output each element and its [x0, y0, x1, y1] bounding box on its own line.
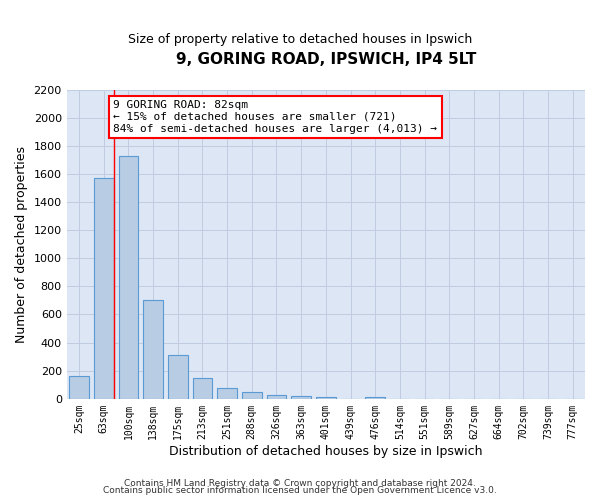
Bar	[143, 300, 163, 399]
Bar	[69, 376, 89, 399]
Bar	[217, 388, 237, 399]
Bar	[365, 396, 385, 399]
X-axis label: Distribution of detached houses by size in Ipswich: Distribution of detached houses by size …	[169, 444, 482, 458]
Bar	[316, 396, 336, 399]
Text: Contains HM Land Registry data © Crown copyright and database right 2024.: Contains HM Land Registry data © Crown c…	[124, 478, 476, 488]
Y-axis label: Number of detached properties: Number of detached properties	[15, 146, 28, 342]
Bar	[119, 156, 138, 399]
Bar	[168, 355, 188, 399]
Bar	[266, 396, 286, 399]
Bar	[193, 378, 212, 399]
Bar	[242, 392, 262, 399]
Title: 9, GORING ROAD, IPSWICH, IP4 5LT: 9, GORING ROAD, IPSWICH, IP4 5LT	[176, 52, 476, 68]
Text: 9 GORING ROAD: 82sqm
← 15% of detached houses are smaller (721)
84% of semi-deta: 9 GORING ROAD: 82sqm ← 15% of detached h…	[113, 100, 437, 134]
Text: Contains public sector information licensed under the Open Government Licence v3: Contains public sector information licen…	[103, 486, 497, 495]
Bar	[94, 178, 113, 399]
Bar	[291, 396, 311, 399]
Text: Size of property relative to detached houses in Ipswich: Size of property relative to detached ho…	[128, 32, 472, 46]
